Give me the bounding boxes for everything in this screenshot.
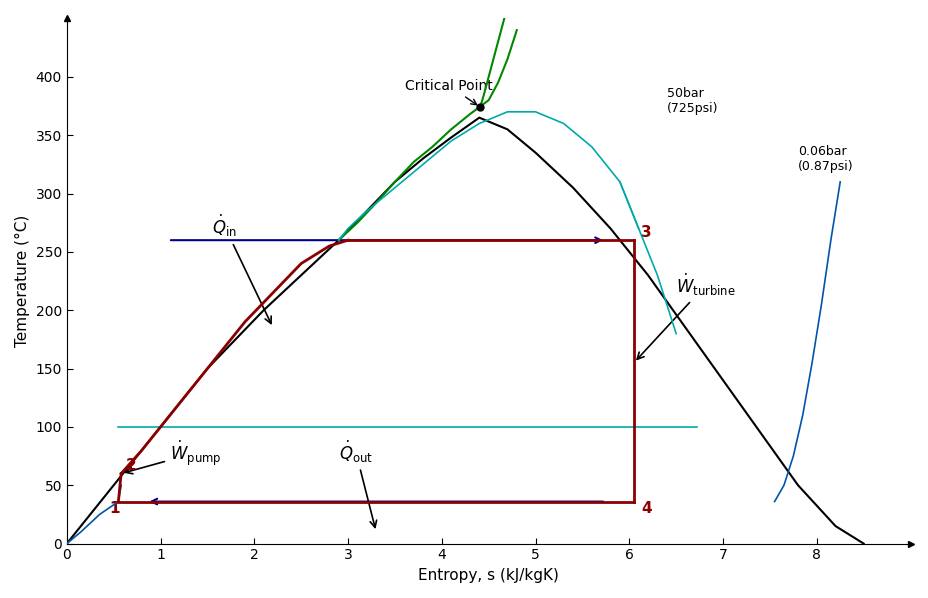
Text: Critical Point: Critical Point bbox=[405, 79, 493, 105]
Text: 2: 2 bbox=[125, 458, 136, 473]
Text: $\dot{W}_{\rm turbine}$: $\dot{W}_{\rm turbine}$ bbox=[637, 271, 735, 359]
Text: $\dot{Q}_{\rm out}$: $\dot{Q}_{\rm out}$ bbox=[339, 438, 376, 527]
Text: 4: 4 bbox=[641, 501, 651, 516]
Text: 0.06bar
(0.87psi): 0.06bar (0.87psi) bbox=[797, 145, 853, 173]
Text: 1: 1 bbox=[109, 501, 120, 516]
Text: $\dot{Q}_{\rm in}$: $\dot{Q}_{\rm in}$ bbox=[212, 213, 271, 324]
X-axis label: Entropy, s (kJ/kgK): Entropy, s (kJ/kgK) bbox=[418, 568, 559, 583]
Y-axis label: Temperature (°C): Temperature (°C) bbox=[15, 215, 30, 347]
Text: $\dot{W}_{\rm pump}$: $\dot{W}_{\rm pump}$ bbox=[125, 438, 221, 474]
Text: 50bar
(725psi): 50bar (725psi) bbox=[666, 87, 717, 115]
Text: 3: 3 bbox=[641, 225, 651, 240]
